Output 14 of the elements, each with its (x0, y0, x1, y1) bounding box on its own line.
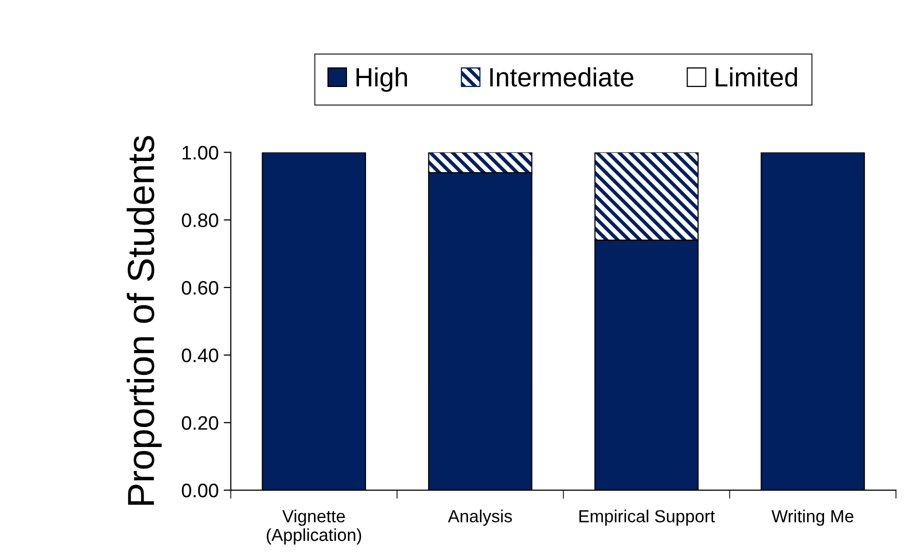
x-tick-label: Writing Me (772, 510, 854, 526)
legend-label: Intermediate (490, 67, 634, 87)
y-tick-label: 0.20 (182, 416, 218, 430)
y-tick-label: 0.80 (182, 213, 218, 228)
x-tick-label: Analysis (448, 510, 512, 526)
y-axis-title: Proportion of Students (126, 136, 162, 505)
legend-label: Limited (716, 67, 798, 87)
x-tick-label: Vignette (Application) (266, 510, 362, 545)
y-tick-label: 0.00 (182, 484, 218, 498)
legend-label: High (356, 67, 407, 92)
y-tick-label: 0.40 (182, 348, 218, 362)
y-tick-label: 1.00 (182, 146, 218, 160)
y-tick-label: 0.60 (182, 280, 218, 295)
x-tick-label: Empirical Support (579, 510, 715, 526)
